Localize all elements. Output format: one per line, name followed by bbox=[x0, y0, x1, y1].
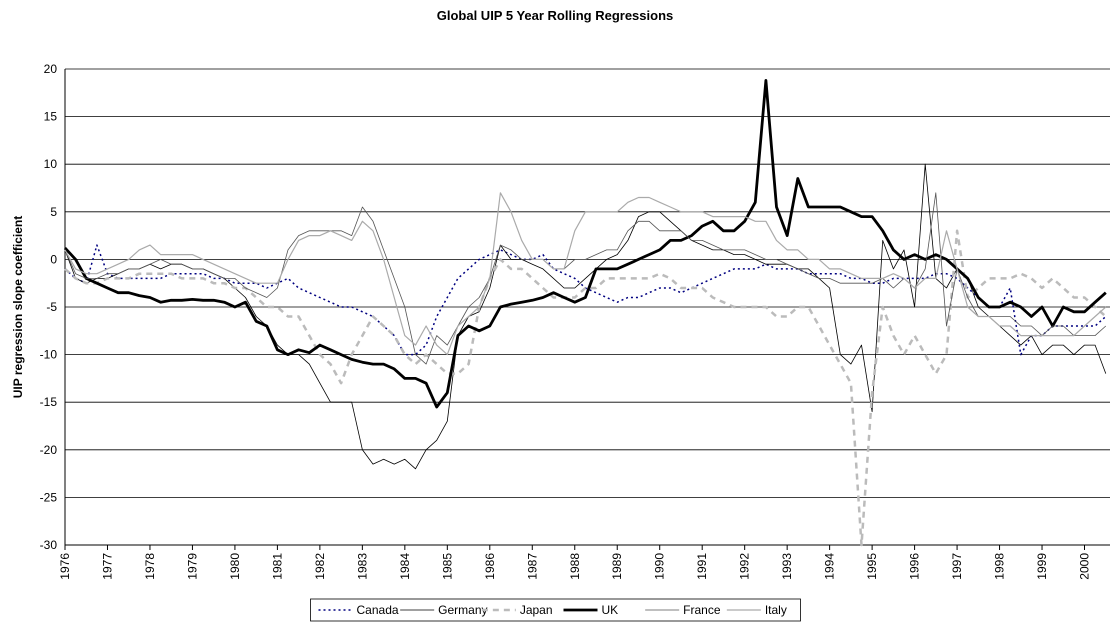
x-tick-label: 1981 bbox=[270, 553, 284, 580]
y-tick-label: -25 bbox=[40, 490, 58, 504]
x-tick-label: 1998 bbox=[993, 553, 1007, 580]
series-line bbox=[63, 79, 1107, 409]
x-tick-label: 1976 bbox=[58, 553, 72, 580]
x-tick-label: 1984 bbox=[398, 553, 412, 580]
x-tick-label: 1990 bbox=[653, 553, 667, 580]
series-line bbox=[64, 192, 1107, 365]
x-tick-label: 2000 bbox=[1078, 553, 1092, 580]
x-tick-label: 1979 bbox=[185, 553, 199, 580]
legend-box bbox=[310, 598, 801, 622]
x-tick-label: 1992 bbox=[738, 553, 752, 580]
y-tick-label: 20 bbox=[44, 62, 58, 76]
x-tick-label: 1986 bbox=[483, 553, 497, 580]
x-tick-label: 1994 bbox=[823, 553, 837, 580]
y-tick-label: 0 bbox=[50, 252, 57, 266]
series-line bbox=[64, 163, 1107, 470]
x-tick-label: 1978 bbox=[143, 553, 157, 580]
y-tick-label: -20 bbox=[40, 443, 58, 457]
y-tick-label: -30 bbox=[40, 538, 58, 552]
legend-label: France bbox=[683, 603, 721, 617]
y-tick-label: 5 bbox=[50, 205, 57, 219]
x-tick-label: 1993 bbox=[780, 553, 794, 580]
x-tick-label: 1999 bbox=[1035, 553, 1049, 580]
y-tick-label: -5 bbox=[46, 300, 57, 314]
legend-label: Canada bbox=[357, 603, 399, 617]
legend-label: Italy bbox=[765, 603, 787, 617]
x-tick-label: 1996 bbox=[908, 553, 922, 580]
x-tick-label: 1980 bbox=[228, 553, 242, 580]
y-tick-label: 15 bbox=[44, 110, 58, 124]
y-axis-label: UIP regression slope coefficient bbox=[11, 216, 25, 399]
chart-title: Global UIP 5 Year Rolling Regressions bbox=[437, 8, 674, 23]
y-tick-label: -15 bbox=[40, 395, 58, 409]
y-tick-label: -10 bbox=[40, 348, 58, 362]
x-tick-label: 1997 bbox=[950, 553, 964, 580]
series-line bbox=[64, 192, 1107, 356]
x-tick-label: 1988 bbox=[568, 553, 582, 580]
x-tick-label: 1995 bbox=[865, 553, 879, 580]
x-tick-label: 1985 bbox=[440, 553, 454, 580]
legend-label: Japan bbox=[520, 603, 553, 617]
legend-label: UK bbox=[602, 603, 619, 617]
x-tick-label: 1987 bbox=[525, 553, 539, 580]
series-line bbox=[64, 229, 1107, 547]
x-tick-label: 1989 bbox=[610, 553, 624, 580]
x-tick-label: 1982 bbox=[313, 553, 327, 580]
legend-label: Germany bbox=[438, 603, 487, 617]
x-tick-label: 1983 bbox=[355, 553, 369, 580]
x-tick-label: 1991 bbox=[695, 553, 709, 580]
x-tick-label: 1977 bbox=[100, 553, 114, 580]
y-tick-label: 10 bbox=[44, 157, 58, 171]
